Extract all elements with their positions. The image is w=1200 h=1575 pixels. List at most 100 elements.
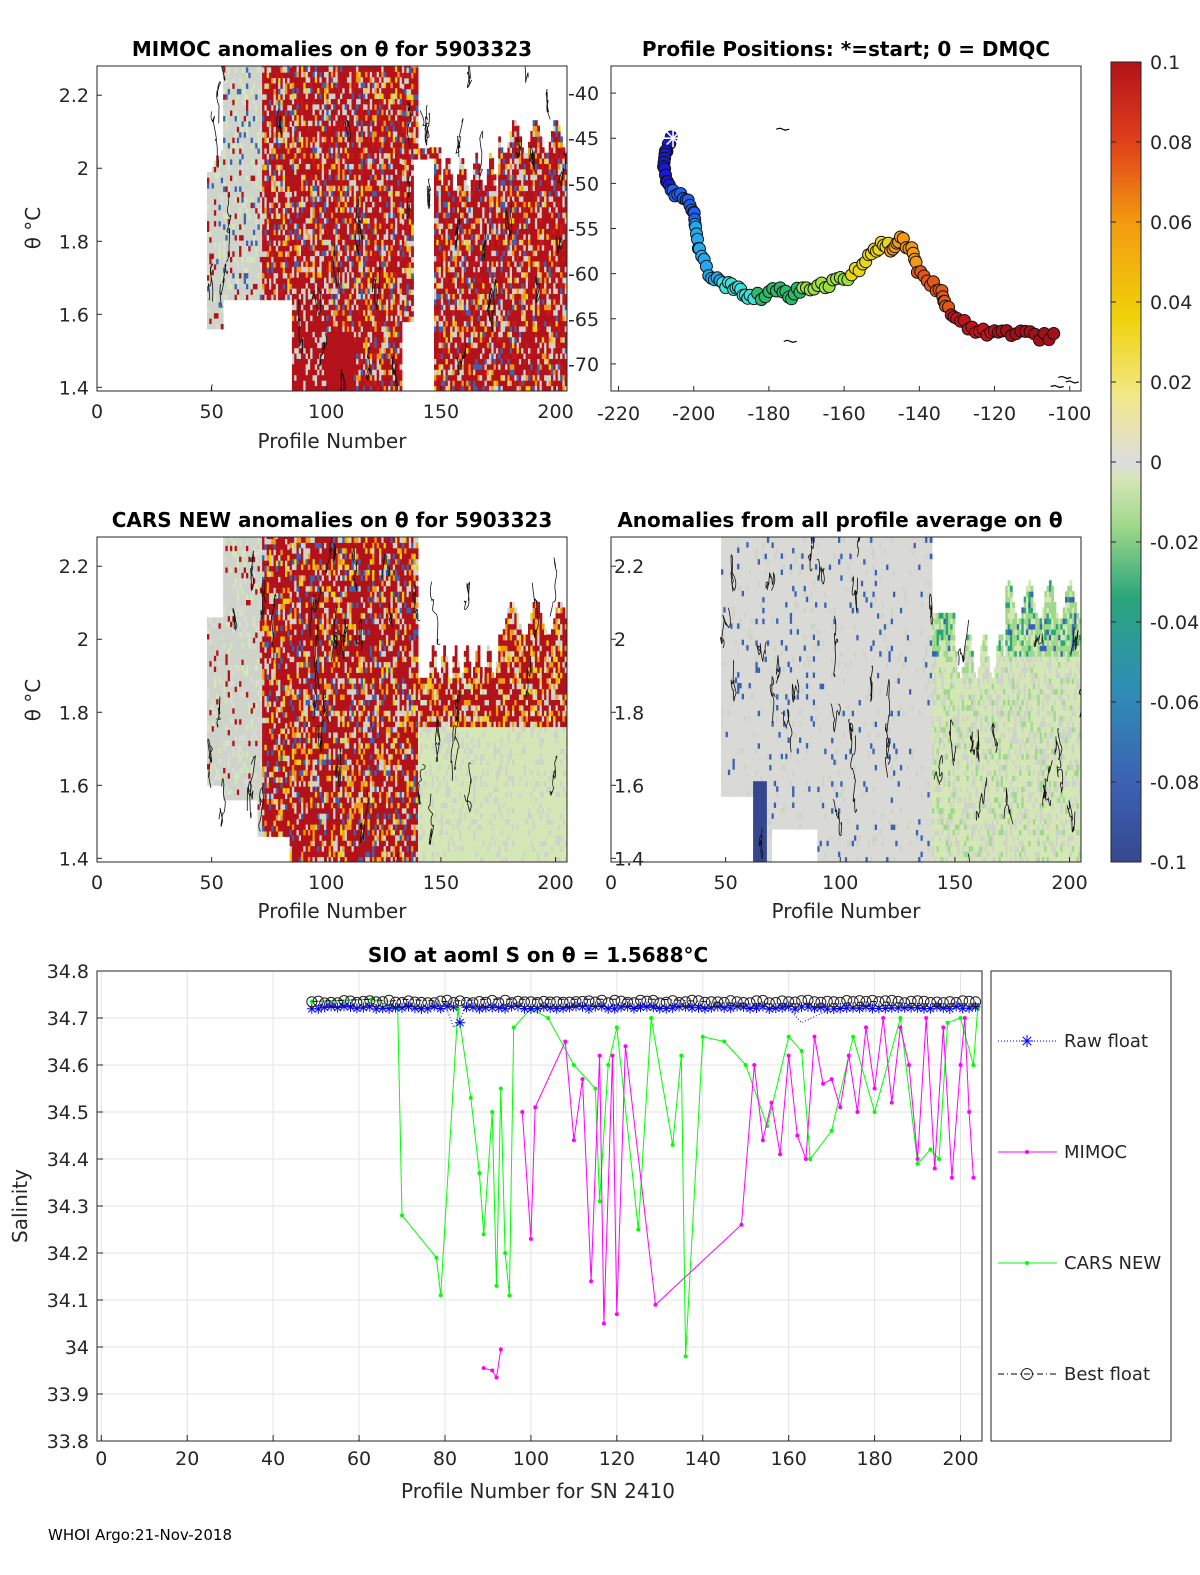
heatmap-cell	[372, 266, 375, 273]
heatmap-cell	[321, 185, 325, 192]
heatmap-cell	[241, 142, 245, 149]
heatmap-cell	[234, 158, 238, 165]
heatmap-cell	[335, 298, 339, 305]
heatmap-cell	[321, 141, 325, 148]
heatmap-cell	[367, 201, 371, 208]
heatmap-cell	[415, 94, 419, 100]
heatmap-cell	[411, 191, 414, 198]
heatmap-cell	[392, 136, 396, 143]
heatmap-cell	[326, 103, 330, 110]
heatmap-cell	[252, 256, 256, 263]
heatmap-cell	[390, 363, 394, 370]
heatmap-cell	[365, 206, 368, 213]
heatmap-cell	[372, 109, 375, 116]
heatmap-cell	[310, 212, 313, 219]
heatmap-cell	[248, 175, 252, 181]
heatmap-cell	[360, 320, 364, 327]
heatmap-cell	[275, 288, 279, 295]
heatmap-cell	[363, 374, 366, 381]
heatmap-cell	[223, 218, 226, 225]
heatmap-cell	[390, 98, 394, 105]
heatmap-cell	[390, 255, 394, 262]
heatmap-cell	[262, 213, 265, 219]
heatmap-cell	[207, 296, 210, 303]
heatmap-cell	[246, 229, 249, 236]
heatmap-cell	[356, 125, 359, 132]
heatmap-cell	[351, 363, 355, 370]
heatmap-cell	[324, 385, 327, 391]
heatmap-cell	[246, 83, 249, 89]
heatmap-cell	[344, 93, 348, 99]
heatmap-cell	[234, 288, 238, 295]
heatmap-cell	[269, 229, 272, 236]
heatmap-cell	[250, 88, 254, 95]
heatmap-cell	[326, 347, 330, 354]
heatmap-cell	[230, 180, 233, 187]
heatmap-cell	[225, 229, 229, 236]
heatmap-cell	[360, 288, 364, 294]
heatmap-cell	[372, 239, 375, 246]
heatmap-cell	[239, 288, 242, 295]
heatmap-cell	[298, 98, 302, 105]
heatmap-cell	[312, 304, 316, 311]
heatmap-cell	[328, 342, 332, 349]
heatmap-cell	[376, 168, 380, 175]
heatmap-cell	[321, 71, 325, 78]
heatmap-cell	[326, 147, 330, 154]
heatmap-cell	[209, 188, 213, 194]
heatmap-cell	[340, 255, 343, 262]
heatmap-cell	[239, 191, 242, 198]
heatmap-cell	[349, 71, 352, 78]
heatmap-cell	[349, 158, 352, 164]
heatmap-cell	[399, 223, 403, 229]
heatmap-cell	[335, 71, 339, 78]
heatmap-cell	[223, 191, 226, 198]
heatmap-cell	[335, 109, 339, 116]
heatmap-cell	[390, 293, 394, 300]
heatmap-cell	[248, 240, 252, 246]
heatmap-cell	[317, 82, 320, 89]
heatmap-cell	[232, 245, 236, 252]
heatmap-cell	[330, 66, 334, 72]
heatmap-cell	[236, 66, 240, 68]
heatmap-cell	[291, 374, 295, 381]
heatmap-cell	[379, 336, 382, 343]
heatmap-cell	[282, 234, 286, 241]
heatmap-cell	[243, 218, 247, 225]
heatmap-cell	[340, 228, 343, 235]
heatmap-cell	[383, 315, 387, 322]
heatmap-cell	[333, 174, 336, 181]
heatmap-cell	[356, 98, 359, 105]
heatmap-cell	[314, 87, 318, 94]
heatmap-cell	[397, 320, 401, 327]
heatmap-cell	[273, 142, 277, 149]
heatmap-cell	[351, 315, 355, 322]
heatmap-cell	[285, 288, 288, 295]
heatmap-cell	[227, 104, 231, 111]
heatmap-cell	[360, 223, 364, 229]
heatmap-cell	[399, 293, 403, 300]
heatmap-cell	[358, 293, 362, 300]
heatmap-cell	[326, 363, 330, 370]
heatmap-cell	[319, 347, 323, 354]
heatmap-cell	[337, 288, 341, 294]
heatmap-cell	[326, 271, 330, 278]
heatmap-cell	[379, 298, 382, 305]
heatmap-cell	[296, 369, 300, 376]
heatmap-cell	[294, 244, 297, 251]
heatmap-cell	[390, 244, 394, 251]
heatmap-cell	[310, 347, 313, 354]
heatmap-cell	[223, 278, 226, 284]
heatmap-cell	[259, 294, 263, 301]
heatmap-cell	[369, 103, 373, 110]
heatmap-cell	[262, 126, 265, 133]
heatmap-cell	[225, 99, 229, 106]
heatmap-cell	[278, 126, 281, 133]
heatmap-cell	[246, 186, 249, 192]
heatmap-cell	[262, 245, 265, 252]
heatmap-cell	[264, 245, 268, 252]
heatmap-cell	[365, 293, 368, 300]
heatmap-cell	[280, 251, 284, 257]
heatmap-cell	[294, 363, 297, 370]
heatmap-cell	[351, 109, 355, 116]
